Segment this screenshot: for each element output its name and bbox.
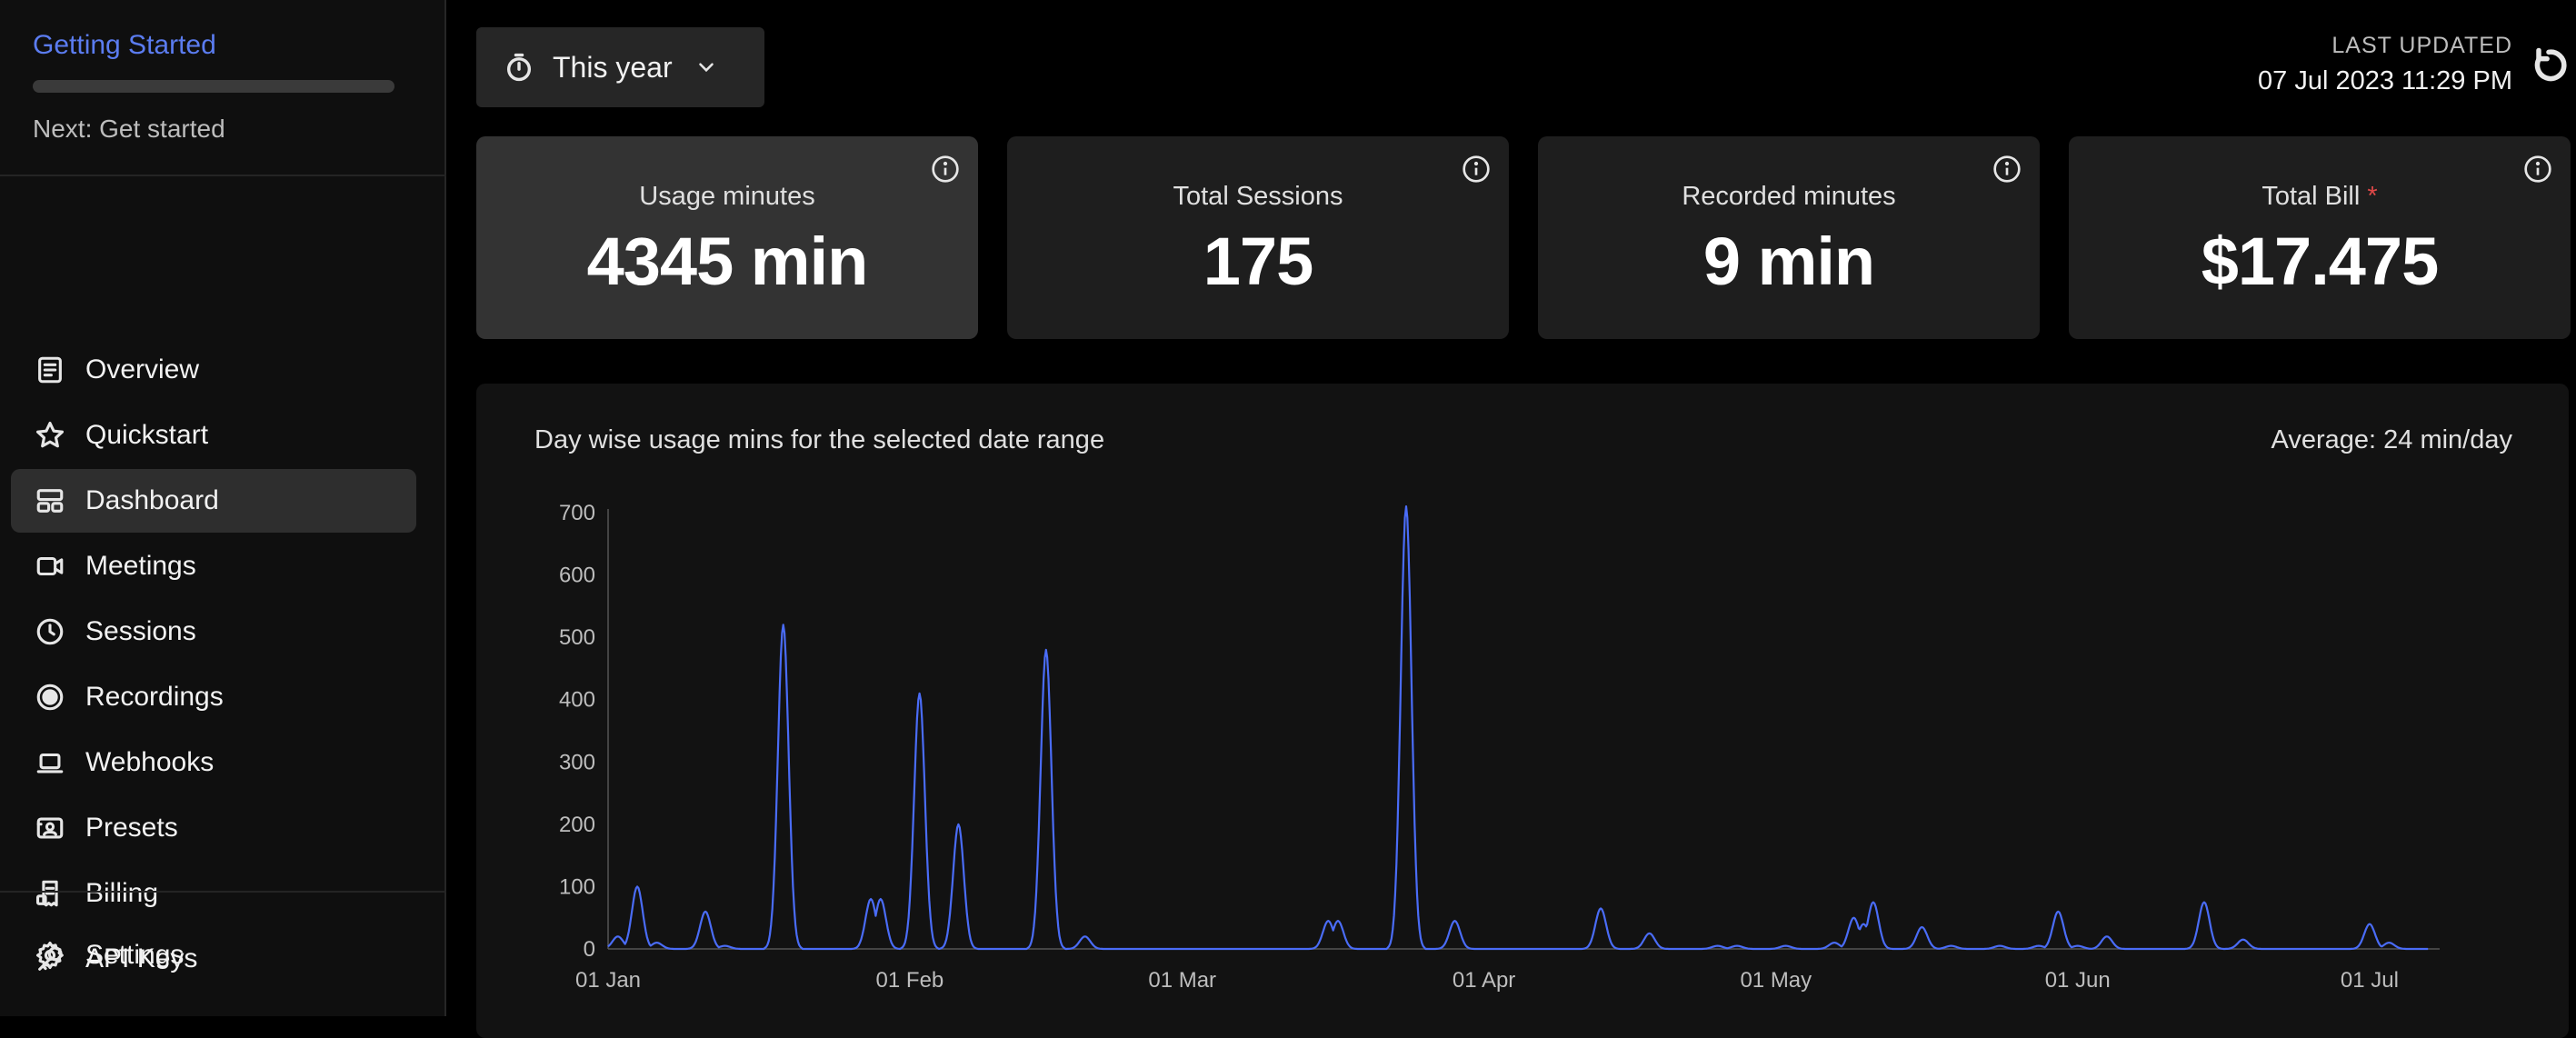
y-tick-label: 100	[559, 874, 595, 899]
star-icon	[35, 420, 65, 451]
document-list-icon	[35, 354, 65, 385]
x-tick-label: 01 Jun	[2045, 968, 2111, 993]
card-value: 175	[1203, 224, 1313, 299]
record-icon	[35, 682, 65, 713]
sidebar-item-meetings[interactable]: Meetings	[11, 534, 416, 598]
sidebar-divider	[0, 175, 446, 176]
usage-series-line	[607, 505, 2429, 951]
card-value: $17.475	[2201, 224, 2440, 299]
y-tick-label: 400	[559, 688, 595, 713]
sidebar-item-settings[interactable]: Settings	[11, 923, 416, 987]
sidebar-item-quickstart[interactable]: Quickstart	[11, 404, 416, 467]
getting-started-next-step: Next: Get started	[33, 115, 225, 143]
preset-card-icon	[35, 813, 65, 843]
info-icon[interactable]	[931, 155, 960, 184]
getting-started-progress-bar	[33, 80, 394, 93]
x-tick-label: 01 Jul	[2341, 968, 2399, 993]
date-range-dropdown[interactable]: This year	[476, 27, 764, 107]
sidebar-divider	[0, 891, 446, 893]
receipt-icon	[35, 878, 65, 909]
sidebar-item-label: Settings	[85, 940, 185, 970]
date-range-label: This year	[553, 50, 673, 84]
getting-started-title[interactable]: Getting Started	[33, 30, 216, 60]
sidebar-item-webhooks[interactable]: Webhooks	[11, 731, 416, 794]
sidebar-item-presets[interactable]: Presets	[11, 796, 416, 860]
last-updated-time: 07 Jul 2023 11:29 PM	[2258, 66, 2512, 95]
sidebar-item-sessions[interactable]: Sessions	[11, 600, 416, 664]
recorded-minutes-card: Recorded minutes 9 min	[1538, 136, 2040, 339]
dashboard-layout-icon	[35, 485, 65, 516]
stopwatch-icon	[506, 53, 532, 82]
last-updated-label: LAST UPDATED	[2331, 33, 2512, 58]
y-tick-label: 200	[559, 813, 595, 837]
y-tick-label: 500	[559, 625, 595, 650]
info-icon[interactable]	[1992, 155, 2022, 184]
x-tick-label: 01 Mar	[1148, 968, 1216, 993]
sidebar-item-recordings[interactable]: Recordings	[11, 665, 416, 729]
info-icon[interactable]	[1462, 155, 1491, 184]
card-label: Total Sessions	[1173, 182, 1343, 211]
y-tick-label: 300	[559, 750, 595, 774]
last-updated: LAST UPDATED 07 Jul 2023 11:29 PM	[2258, 33, 2512, 96]
sidebar-item-label: Overview	[85, 354, 200, 384]
sidebar-item-label: API Keys	[85, 943, 198, 973]
video-camera-icon	[35, 551, 65, 582]
card-value: 4345 min	[586, 224, 869, 299]
chart-title: Day wise usage mins for the selected dat…	[534, 425, 1105, 454]
sidebar-item-label: Presets	[85, 813, 178, 843]
total-bill-card: Total Bill * $17.475	[2069, 136, 2571, 339]
x-tick-label: 01 Feb	[876, 968, 944, 993]
card-label: Recorded minutes	[1682, 182, 1896, 211]
main-content: This year LAST UPDATED 07 Jul 2023 11:29…	[446, 0, 2576, 1038]
sidebar: Getting Started Next: Get started Overvi…	[0, 0, 446, 1016]
sidebar-item-label: Dashboard	[85, 485, 219, 515]
refresh-button[interactable]	[2529, 45, 2569, 85]
chart-average: Average: 24 min/day	[2271, 425, 2512, 454]
sidebar-item-overview[interactable]: Overview	[11, 338, 416, 402]
settings-section: Settings	[11, 923, 416, 989]
sidebar-item-billing[interactable]: Billing	[11, 862, 416, 925]
sidebar-item-dashboard[interactable]: Dashboard	[11, 469, 416, 533]
laptop-icon	[35, 747, 65, 778]
card-label: Total Bill *	[2069, 182, 2571, 212]
sidebar-item-label: Webhooks	[85, 747, 215, 777]
sidebar-item-label: Quickstart	[85, 420, 209, 450]
gear-icon	[35, 940, 65, 971]
sidebar-item-label: Recordings	[85, 682, 224, 712]
total-sessions-card: Total Sessions 175	[1007, 136, 1509, 339]
sidebar-item-label: Meetings	[85, 551, 196, 581]
x-tick-label: 01 Apr	[1453, 968, 1515, 993]
refresh-icon	[2534, 47, 2567, 82]
getting-started-panel[interactable]: Getting Started Next: Get started	[33, 29, 396, 144]
info-icon[interactable]	[2523, 155, 2552, 184]
card-value: 9 min	[1702, 224, 1875, 299]
usage-line-chart: 0 100 200 300 400 500 600 700 01 Jan 01 Feb 01 Mar…	[559, 501, 2440, 993]
required-asterisk: *	[2367, 182, 2378, 211]
x-tick-label: 01 May	[1740, 968, 1812, 993]
sidebar-nav: Overview Quickstart Dashboard Meetings S…	[11, 338, 416, 993]
usage-minutes-card: Usage minutes 4345 min	[476, 136, 978, 339]
chevron-down-icon	[698, 63, 714, 73]
sidebar-item-label: Sessions	[85, 616, 196, 646]
y-tick-label: 600	[559, 564, 595, 588]
total-bill-label: Total Bill	[2261, 182, 2361, 211]
card-label: Usage minutes	[639, 182, 815, 211]
clock-icon	[35, 616, 65, 647]
x-tick-label: 01 Jan	[575, 968, 641, 993]
y-tick-label: 0	[584, 937, 595, 962]
usage-chart-panel: Day wise usage mins for the selected dat…	[476, 384, 2569, 1038]
sidebar-item-label: Billing	[85, 878, 159, 908]
y-tick-label: 700	[559, 501, 595, 525]
